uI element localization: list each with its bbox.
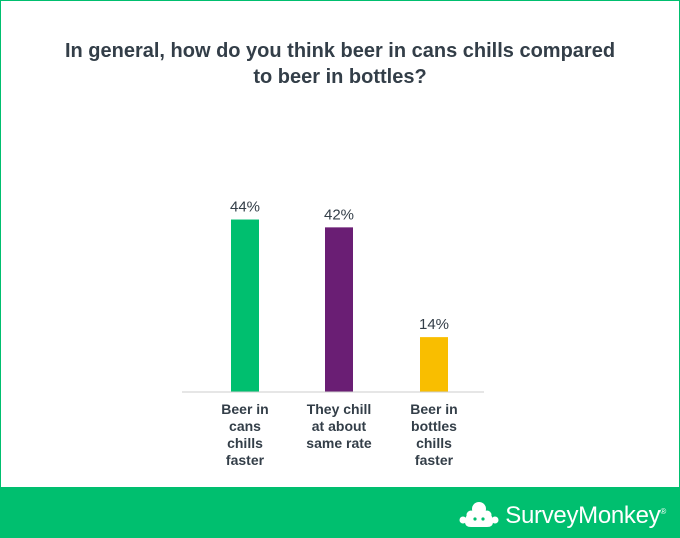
category-label-line: Beer in: [221, 401, 269, 417]
bar-3: [420, 337, 448, 392]
category-label-1: Beer in cans chills faster: [200, 401, 290, 469]
chart-title: In general, how do you think beer in can…: [64, 40, 616, 88]
category-label-line: chills: [416, 435, 452, 451]
footer-bar: SurveyMonkey®: [0, 487, 680, 538]
category-label-line: faster: [414, 452, 454, 468]
bar-value-label-2: 42%: [324, 206, 354, 223]
brand-logo[interactable]: SurveyMonkey®: [459, 498, 666, 530]
bar-chart: 44% 42% 14%: [182, 199, 484, 393]
category-label-line: Beer in: [410, 401, 458, 417]
surveymonkey-logo-icon: [459, 502, 499, 527]
category-label-line: They chill: [306, 401, 372, 417]
category-label-3: Beer in bottles chills faster: [389, 401, 479, 469]
bar-value-label-1: 44%: [230, 199, 260, 216]
brand-trademark: ®: [660, 507, 666, 516]
category-label-line: chills: [227, 435, 263, 451]
category-label-line: bottles: [411, 418, 457, 434]
category-label-line: same rate: [306, 435, 372, 451]
bar-value-label-3: 14%: [419, 316, 449, 333]
bar-1: [231, 219, 259, 392]
category-label-line: faster: [225, 452, 265, 468]
brand-name: SurveyMonkey: [505, 502, 661, 529]
category-label-2: They chill at about same rate: [294, 401, 384, 452]
bar-2: [325, 227, 353, 392]
category-label-line: at about: [311, 418, 367, 434]
category-label-line: cans: [229, 418, 261, 434]
